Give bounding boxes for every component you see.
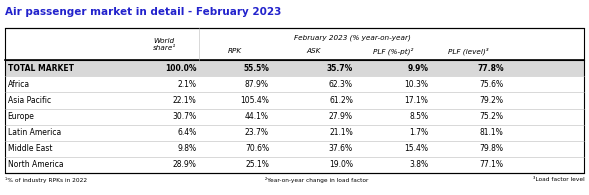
Text: 9.9%: 9.9% xyxy=(408,64,428,73)
Text: ²Year-on-year change in load factor: ²Year-on-year change in load factor xyxy=(265,177,369,183)
Text: Africa: Africa xyxy=(8,80,30,89)
Text: Asia Pacific: Asia Pacific xyxy=(8,96,51,105)
Text: 22.1%: 22.1% xyxy=(173,96,197,105)
Text: 37.6%: 37.6% xyxy=(329,144,353,153)
Text: 19.0%: 19.0% xyxy=(329,160,353,169)
Text: 17.1%: 17.1% xyxy=(405,96,428,105)
Bar xyxy=(5,28,584,173)
Text: 105.4%: 105.4% xyxy=(240,96,269,105)
Text: 100.0%: 100.0% xyxy=(165,64,197,73)
Text: 44.1%: 44.1% xyxy=(245,112,269,121)
Text: 2.1%: 2.1% xyxy=(177,80,197,89)
Text: PLF (%-pt)²: PLF (%-pt)² xyxy=(373,48,413,55)
Bar xyxy=(5,157,584,173)
Text: TOTAL MARKET: TOTAL MARKET xyxy=(8,64,74,73)
Text: 87.9%: 87.9% xyxy=(245,80,269,89)
Text: 55.5%: 55.5% xyxy=(243,64,269,73)
Text: 28.9%: 28.9% xyxy=(173,160,197,169)
Text: ³Load factor level: ³Load factor level xyxy=(532,177,584,183)
Text: 10.3%: 10.3% xyxy=(404,80,428,89)
Text: 35.7%: 35.7% xyxy=(327,64,353,73)
Text: February 2023 (% year-on-year): February 2023 (% year-on-year) xyxy=(294,34,411,41)
Text: Middle East: Middle East xyxy=(8,144,52,153)
Bar xyxy=(5,108,584,125)
Text: 77.1%: 77.1% xyxy=(479,160,504,169)
Text: 3.8%: 3.8% xyxy=(409,160,428,169)
Bar xyxy=(5,60,584,76)
Bar xyxy=(5,125,584,141)
Text: Europe: Europe xyxy=(8,112,35,121)
Text: 70.6%: 70.6% xyxy=(245,144,269,153)
Text: PLF (level)³: PLF (level)³ xyxy=(448,48,489,55)
Text: 81.1%: 81.1% xyxy=(480,128,504,137)
Text: 79.8%: 79.8% xyxy=(479,144,504,153)
Text: 1.7%: 1.7% xyxy=(409,128,428,137)
Text: 30.7%: 30.7% xyxy=(173,112,197,121)
Text: 79.2%: 79.2% xyxy=(479,96,504,105)
Text: 8.5%: 8.5% xyxy=(409,112,428,121)
Bar xyxy=(5,76,584,92)
Text: North America: North America xyxy=(8,160,63,169)
Bar xyxy=(5,141,584,157)
Text: 27.9%: 27.9% xyxy=(329,112,353,121)
Text: 6.4%: 6.4% xyxy=(177,128,197,137)
Text: 62.3%: 62.3% xyxy=(329,80,353,89)
Text: 21.1%: 21.1% xyxy=(329,128,353,137)
Text: World
share¹: World share¹ xyxy=(153,38,176,51)
Text: 25.1%: 25.1% xyxy=(245,160,269,169)
Text: 75.2%: 75.2% xyxy=(479,112,504,121)
Text: 75.6%: 75.6% xyxy=(479,80,504,89)
Text: 77.8%: 77.8% xyxy=(477,64,504,73)
Text: Air passenger market in detail - February 2023: Air passenger market in detail - Februar… xyxy=(5,7,281,17)
Text: 9.8%: 9.8% xyxy=(177,144,197,153)
Text: Latin America: Latin America xyxy=(8,128,61,137)
Text: 23.7%: 23.7% xyxy=(245,128,269,137)
Bar xyxy=(5,92,584,108)
Text: ¹% of industry RPKs in 2022: ¹% of industry RPKs in 2022 xyxy=(5,177,87,183)
Text: 61.2%: 61.2% xyxy=(329,96,353,105)
Text: RPK: RPK xyxy=(228,48,242,54)
Text: 15.4%: 15.4% xyxy=(404,144,428,153)
Text: ASK: ASK xyxy=(306,48,320,54)
